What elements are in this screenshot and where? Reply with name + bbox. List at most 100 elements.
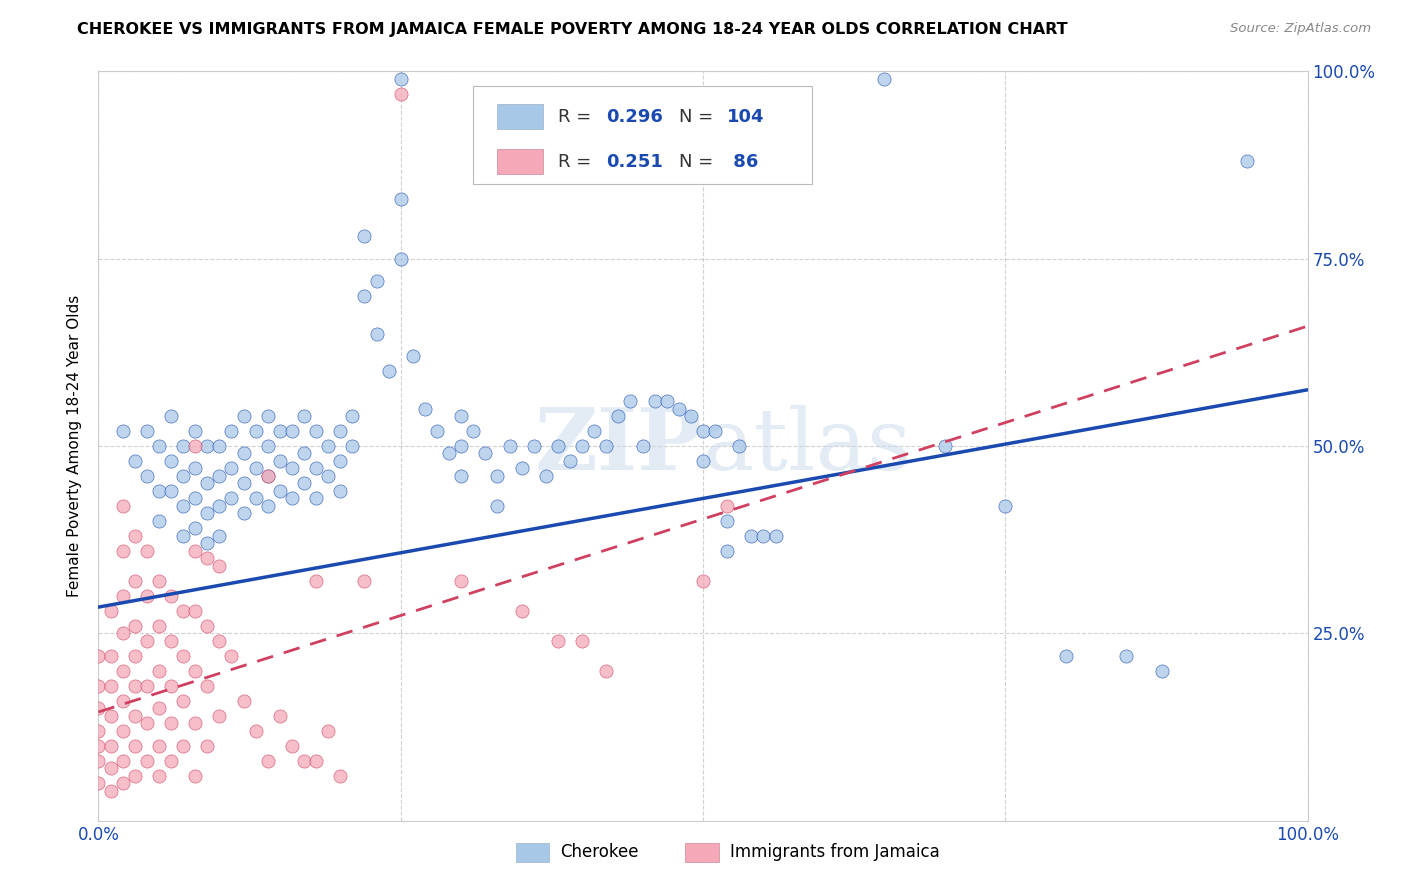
Point — [595, 664, 617, 678]
Point — [148, 483, 170, 498]
Point — [389, 192, 412, 206]
Point — [547, 633, 569, 648]
Point — [148, 701, 170, 715]
Point — [353, 574, 375, 588]
Point — [305, 574, 328, 588]
Point — [184, 424, 207, 438]
Point — [558, 454, 581, 468]
Point — [644, 394, 666, 409]
Point — [256, 439, 278, 453]
Point — [402, 349, 425, 363]
Point — [148, 769, 170, 783]
Point — [184, 604, 207, 618]
Point — [87, 723, 110, 738]
Point — [124, 648, 146, 663]
Point — [208, 633, 231, 648]
Point — [111, 754, 134, 768]
Point — [547, 439, 569, 453]
Point — [474, 446, 496, 460]
Point — [195, 551, 218, 566]
Point — [329, 483, 352, 498]
Text: 86: 86 — [727, 153, 759, 170]
Point — [135, 754, 157, 768]
Point — [281, 461, 304, 475]
Point — [256, 409, 278, 423]
Point — [184, 769, 207, 783]
Point — [195, 476, 218, 491]
Point — [172, 604, 194, 618]
Point — [195, 619, 218, 633]
Text: 104: 104 — [727, 108, 765, 126]
Point — [184, 491, 207, 506]
Point — [510, 604, 533, 618]
Point — [692, 454, 714, 468]
Y-axis label: Female Poverty Among 18-24 Year Olds: Female Poverty Among 18-24 Year Olds — [67, 295, 83, 597]
Point — [716, 514, 738, 528]
Point — [100, 679, 122, 693]
Point — [184, 716, 207, 731]
Point — [195, 679, 218, 693]
Point — [329, 454, 352, 468]
Point — [256, 469, 278, 483]
Point — [111, 694, 134, 708]
Point — [100, 708, 122, 723]
Point — [111, 424, 134, 438]
Point — [873, 71, 896, 86]
Point — [124, 454, 146, 468]
Point — [148, 439, 170, 453]
Point — [111, 626, 134, 640]
Point — [583, 424, 606, 438]
Bar — [685, 843, 718, 862]
Point — [87, 701, 110, 715]
Point — [232, 507, 254, 521]
Point — [111, 664, 134, 678]
Point — [160, 589, 183, 603]
Point — [195, 439, 218, 453]
Point — [100, 739, 122, 753]
Text: Immigrants from Jamaica: Immigrants from Jamaica — [730, 843, 939, 861]
Point — [208, 708, 231, 723]
Point — [172, 439, 194, 453]
Point — [208, 529, 231, 543]
Text: CHEROKEE VS IMMIGRANTS FROM JAMAICA FEMALE POVERTY AMONG 18-24 YEAR OLDS CORRELA: CHEROKEE VS IMMIGRANTS FROM JAMAICA FEMA… — [77, 22, 1069, 37]
Point — [135, 424, 157, 438]
Point — [160, 633, 183, 648]
Point — [245, 491, 267, 506]
Point — [679, 409, 702, 423]
Point — [160, 716, 183, 731]
Point — [160, 409, 183, 423]
Point — [172, 469, 194, 483]
Point — [366, 274, 388, 288]
Point — [232, 446, 254, 460]
Point — [111, 723, 134, 738]
Point — [245, 424, 267, 438]
Point — [437, 446, 460, 460]
Point — [100, 648, 122, 663]
Point — [450, 574, 472, 588]
Point — [172, 694, 194, 708]
Point — [184, 439, 207, 453]
Point — [704, 424, 727, 438]
Point — [316, 469, 339, 483]
Point — [692, 424, 714, 438]
Point — [389, 252, 412, 266]
Point — [87, 739, 110, 753]
Point — [1115, 648, 1137, 663]
Point — [172, 499, 194, 513]
Point — [124, 769, 146, 783]
Point — [668, 401, 690, 416]
Point — [100, 604, 122, 618]
Point — [111, 499, 134, 513]
Point — [87, 754, 110, 768]
Point — [135, 469, 157, 483]
Point — [269, 483, 291, 498]
Point — [292, 409, 315, 423]
Point — [124, 529, 146, 543]
Point — [208, 469, 231, 483]
Point — [184, 544, 207, 558]
Point — [1236, 154, 1258, 169]
Point — [329, 769, 352, 783]
Point — [305, 424, 328, 438]
Text: Cherokee: Cherokee — [561, 843, 638, 861]
Point — [111, 589, 134, 603]
